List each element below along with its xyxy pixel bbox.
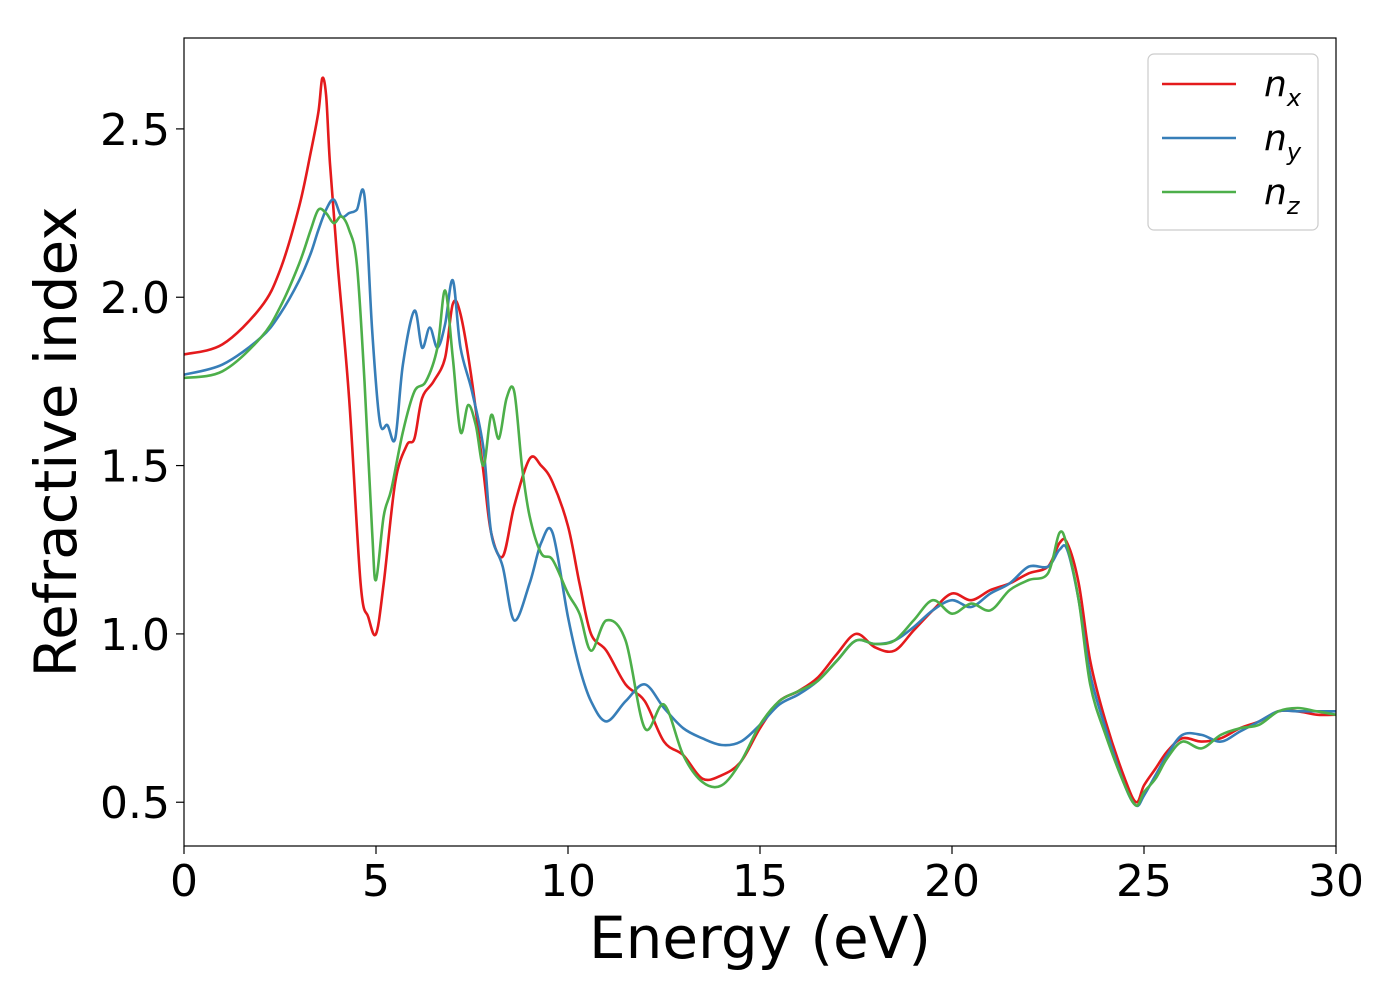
y-tick-label: 1.0 [100, 610, 170, 661]
x-tick-label: 0 [170, 856, 198, 907]
x-tick-label: 20 [924, 856, 980, 907]
x-tick-label: 25 [1116, 856, 1172, 907]
y-tick-label: 2.0 [100, 273, 170, 324]
x-axis: 0 5 10 15 20 25 30 [170, 846, 1364, 907]
legend-label-n-x: nx [1264, 64, 1302, 112]
y-axis-title: Refractive index [22, 206, 90, 677]
legend-box [1147, 53, 1319, 231]
x-tick-label: 30 [1308, 856, 1364, 907]
legend: nx ny nz [1147, 53, 1319, 231]
series-layer [184, 76, 1336, 808]
y-axis: 0.5 1.0 1.5 2.0 2.5 [100, 105, 184, 829]
y-tick-label: 2.5 [100, 105, 170, 156]
x-tick-label: 10 [540, 856, 596, 907]
legend-label-n-y: ny [1264, 118, 1302, 166]
x-axis-title: Energy (eV) [589, 904, 931, 972]
y-tick-label: 1.5 [100, 442, 170, 493]
series-line-n-z [184, 207, 1336, 807]
legend-label-n-z: nz [1264, 172, 1301, 220]
x-tick-label: 15 [732, 856, 788, 907]
x-tick-label: 5 [362, 856, 390, 907]
y-tick-label: 0.5 [100, 778, 170, 829]
